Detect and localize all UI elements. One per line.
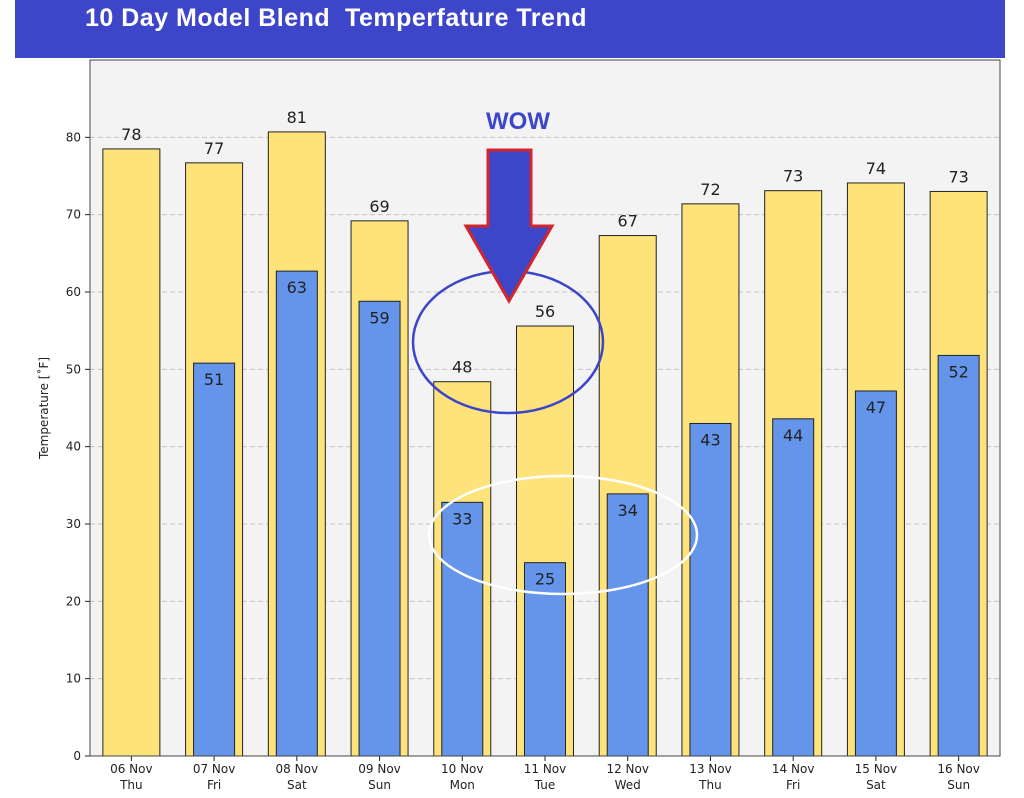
- y-axis-label: Temperature [˚F]: [36, 357, 51, 460]
- low-bar: [441, 501, 484, 757]
- low-bar: [689, 422, 732, 757]
- x-tick-date: 10 Nov: [441, 762, 484, 776]
- high-value-label: 56: [535, 302, 555, 321]
- low-bar: [606, 493, 649, 757]
- x-tick-date: 08 Nov: [276, 762, 319, 776]
- high-value-label: 77: [204, 139, 224, 158]
- low-value-label: 47: [866, 398, 886, 417]
- high-value-label: 72: [700, 180, 720, 199]
- low-value-label: 44: [783, 426, 803, 445]
- x-tick-date: 13 Nov: [689, 762, 732, 776]
- low-value-label: 59: [369, 308, 389, 327]
- x-tick-day: Thu: [698, 778, 722, 792]
- y-tick-label: 30: [66, 517, 81, 531]
- x-tick-date: 09 Nov: [358, 762, 401, 776]
- x-tick-day: Sat: [287, 778, 307, 792]
- low-value-label: 52: [948, 362, 968, 381]
- high-value-label: 73: [783, 167, 803, 186]
- y-tick-label: 20: [66, 594, 81, 608]
- wow-annotation: WOW: [486, 108, 550, 135]
- x-tick-day: Fri: [786, 778, 800, 792]
- x-tick-date: 06 Nov: [110, 762, 153, 776]
- x-tick-date: 11 Nov: [524, 762, 567, 776]
- y-tick-label: 60: [66, 285, 81, 299]
- y-tick-label: 50: [66, 362, 81, 376]
- x-tick-date: 16 Nov: [937, 762, 980, 776]
- y-tick-label: 40: [66, 440, 81, 454]
- high-value-label: 69: [369, 197, 389, 216]
- y-tick-label: 80: [66, 130, 81, 144]
- x-tick-date: 07 Nov: [193, 762, 236, 776]
- plot-frame: [89, 59, 1001, 757]
- high-value-label: 67: [618, 212, 638, 231]
- x-tick-day: Sun: [947, 778, 970, 792]
- high-value-label: 81: [287, 108, 307, 127]
- x-tick-day: Fri: [207, 778, 221, 792]
- high-bar: [102, 148, 161, 757]
- high-value-label: 73: [948, 167, 968, 186]
- x-tick-date: 12 Nov: [606, 762, 649, 776]
- low-bar: [275, 270, 318, 757]
- x-tick-day: Sat: [866, 778, 886, 792]
- low-bar: [772, 418, 815, 757]
- low-value-label: 34: [618, 501, 638, 520]
- low-value-label: 33: [452, 509, 472, 528]
- x-tick-day: Wed: [615, 778, 641, 792]
- x-tick-day: Tue: [534, 778, 556, 792]
- high-value-label: 74: [866, 159, 886, 178]
- highlight-circle-white: [427, 474, 699, 596]
- x-tick-day: Mon: [450, 778, 475, 792]
- down-arrow-icon: [463, 148, 555, 305]
- x-tick-date: 14 Nov: [772, 762, 815, 776]
- header-banner: 10 Day Model Blend Temperfature Trend: [15, 0, 1005, 58]
- low-bar: [854, 390, 897, 757]
- low-bar: [193, 362, 236, 757]
- y-tick-label: 0: [73, 749, 81, 763]
- high-value-label: 78: [121, 125, 141, 144]
- low-value-label: 25: [535, 570, 555, 589]
- low-bar: [937, 354, 980, 757]
- low-value-label: 63: [287, 278, 307, 297]
- low-value-label: 43: [700, 430, 720, 449]
- header-title: 10 Day Model Blend Temperfature Trend: [85, 4, 587, 32]
- high-value-label: 48: [452, 358, 472, 377]
- x-tick-day: Sun: [368, 778, 391, 792]
- y-tick-label: 70: [66, 208, 81, 222]
- low-value-label: 51: [204, 370, 224, 389]
- x-tick-date: 15 Nov: [855, 762, 898, 776]
- y-tick-label: 10: [66, 672, 81, 686]
- low-bar: [358, 300, 401, 757]
- x-tick-day: Thu: [119, 778, 143, 792]
